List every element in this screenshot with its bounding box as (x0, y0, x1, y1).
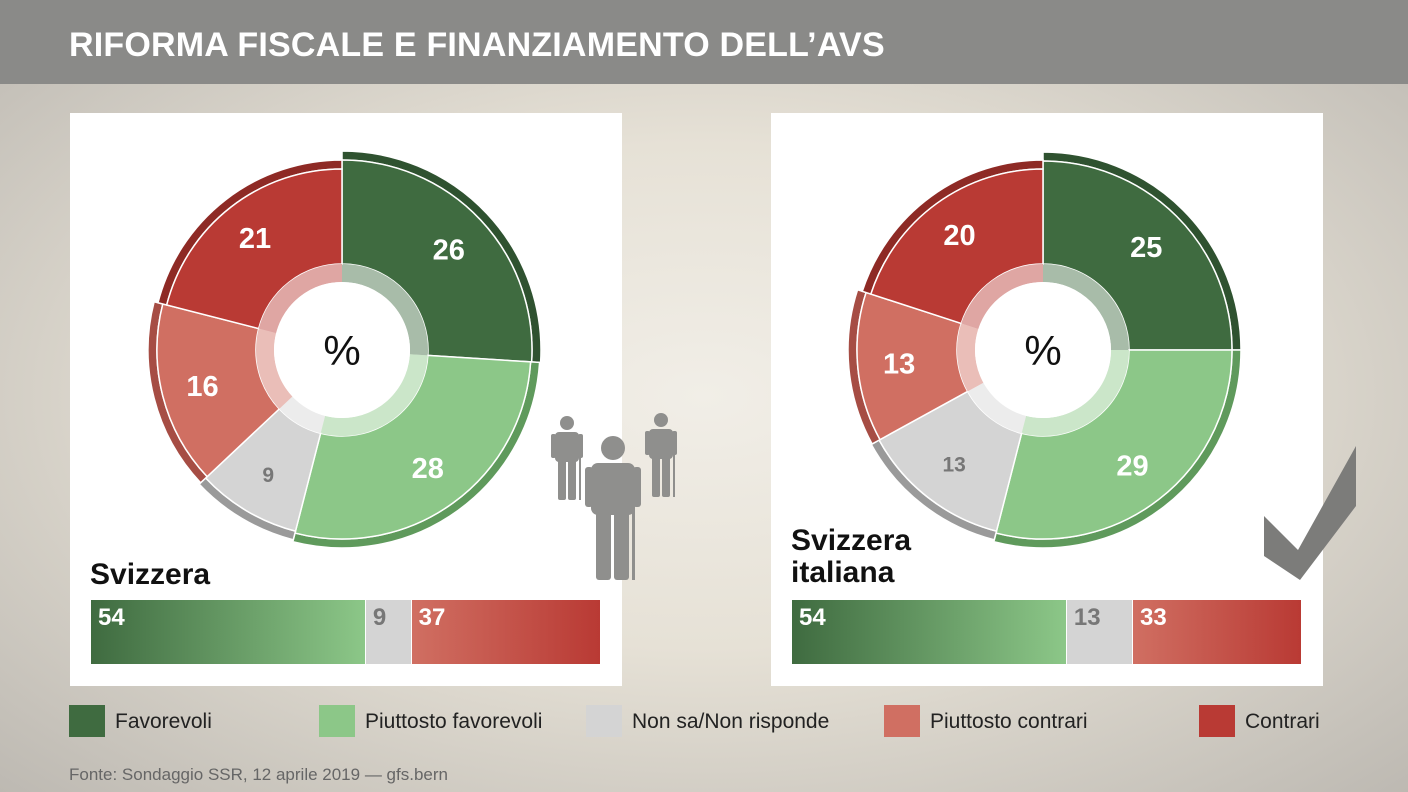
slice-value-contrari: 21 (239, 223, 271, 255)
slice-inner-piuttosto-contrari (957, 323, 984, 392)
panel-svizzera-italiana: 25 29 13 13 20% Svizzera italiana 54 13 33 (771, 113, 1323, 686)
slice-value-piuttosto-favorevoli: 29 (1116, 450, 1148, 482)
slice-inner-non-sa (279, 396, 326, 434)
elderly-people-icon (551, 413, 677, 580)
donut-hole (975, 282, 1111, 418)
source-note: Fonte: Sondaggio SSR, 12 aprile 2019 — g… (69, 765, 448, 784)
legend-label: Contrari (1245, 710, 1320, 733)
bar-segment-non-sa (1066, 600, 1133, 664)
donut-hole (274, 282, 410, 418)
slice-inner-favorevoli (1043, 264, 1129, 350)
slice-favorevoli (341, 159, 533, 363)
slice-piuttosto-contrari (156, 303, 281, 478)
summary-bar-svizzera: 54 9 37 (91, 600, 600, 664)
bar-segment-non-sa (365, 600, 411, 664)
bar-segment-contrari (1133, 600, 1301, 664)
donut-chart-svizzera: 26 28 9 16 21% (147, 150, 542, 549)
slice-value-piuttosto-contrari: 13 (883, 349, 915, 381)
slice-inner-non-sa (967, 382, 1027, 434)
slice-inner-piuttosto-favorevoli (320, 354, 428, 436)
legend-swatch (586, 705, 622, 737)
legend-swatch (1199, 705, 1235, 737)
slice-value-piuttosto-contrari: 16 (186, 371, 218, 403)
legend-label: Piuttosto favorevoli (365, 710, 543, 733)
slice-inner-piuttosto-contrari (256, 328, 293, 409)
slice-value-contrari: 20 (943, 220, 975, 252)
slice-value-non-sa: 9 (262, 464, 274, 487)
summary-bar-svizzera-italiana: 54 13 33 (792, 600, 1301, 664)
slice-value-favorevoli: 25 (1130, 232, 1162, 264)
bar-segment-favorevoli-value: 54 (799, 604, 826, 631)
slice-favorevoli (1042, 160, 1233, 351)
checkmark-icon (1264, 446, 1356, 580)
legend-swatch (884, 705, 920, 737)
bar-segment-favorevoli (91, 600, 365, 664)
bar-segment-favorevoli-value: 54 (98, 604, 125, 631)
slice-piuttosto-favorevoli (294, 354, 532, 540)
bar-segment-contrari (411, 600, 600, 664)
donut-chart-svizzera-italiana: 25 29 13 13 20% (847, 151, 1242, 549)
bar-segment-contrari-value: 33 (1140, 604, 1167, 631)
slice-contrari (869, 168, 1044, 325)
bar-segment-non-sa-value: 13 (1073, 604, 1101, 631)
region-label: Svizzera (90, 558, 211, 591)
slice-inner-contrari (961, 264, 1043, 329)
slice-inner-piuttosto-favorevoli (1021, 350, 1129, 436)
legend-label: Non sa/Non risponde (632, 710, 830, 733)
slice-inner-contrari (258, 264, 342, 334)
panel-svizzera: 26 28 9 16 21% Svizzera 54 9 37 (70, 113, 622, 686)
slice-piuttosto-favorevoli (995, 349, 1233, 540)
bar-segment-non-sa-value: 9 (372, 604, 387, 631)
legend-swatch (69, 705, 105, 737)
slice-inner-favorevoli (342, 264, 428, 356)
chart-title: RIFORMA FISCALE E FINANZIAMENTO DELL’AVS (69, 26, 885, 64)
legend-label: Favorevoli (115, 710, 212, 733)
bar-segment-contrari-value: 37 (418, 604, 446, 631)
slice-value-favorevoli: 26 (433, 235, 465, 267)
legend-swatch (319, 705, 355, 737)
header-bar: RIFORMA FISCALE E FINANZIAMENTO DELL’AVS (0, 0, 1408, 84)
center-label: % (1024, 327, 1061, 374)
slice-value-piuttosto-favorevoli: 28 (412, 453, 444, 485)
slice-value-non-sa: 13 (942, 454, 965, 477)
center-label: % (323, 327, 360, 374)
region-label: Svizzera italiana (791, 524, 912, 589)
legend-label: Piuttosto contrari (930, 710, 1088, 733)
bar-segment-favorevoli (792, 600, 1066, 664)
slice-contrari (165, 168, 343, 330)
